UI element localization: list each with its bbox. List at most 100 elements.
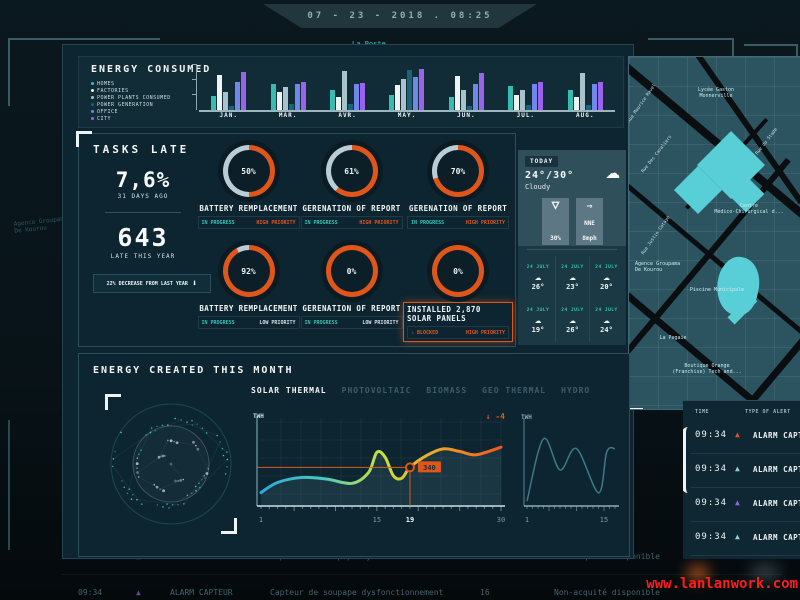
today-condition: Cloudy (525, 183, 551, 191)
bar-category-label: AVR. (338, 112, 357, 119)
weather-cloud-icon: ☁ (569, 269, 576, 283)
alert-time: 09:34 (695, 498, 728, 508)
bar-chart-bars (199, 62, 615, 112)
bar (591, 84, 597, 110)
tab-solar-thermal[interactable]: SOLAR THERMAL (251, 386, 327, 395)
task-card[interactable]: 92% BATTERY REMPLACEMENT IN PROGRESS LOW… (197, 238, 300, 342)
legend-item[interactable]: POWER PLANTS CONSUMED (91, 94, 171, 101)
watermark: www.lanlanwork.com (646, 576, 798, 592)
legend-item[interactable]: POWER GENERATION (91, 101, 171, 108)
bar-chart-y-axis (191, 64, 197, 110)
bg-left-map-label: Agence Groupama De Kourou (13, 215, 69, 235)
legend-item[interactable]: HOMES (91, 80, 171, 87)
legend-item[interactable]: OFFICE (91, 108, 171, 115)
tab-hydro[interactable]: HYDRO (561, 386, 591, 395)
task-card[interactable]: 70% GERENATION OF REPORT IN PROGRESS HIG… (403, 138, 513, 238)
corner-accent (76, 131, 92, 147)
alert-type: ALARM CAPTEUR (753, 431, 800, 440)
bar (401, 79, 407, 110)
forecast-date: 24 JULY (526, 307, 550, 313)
task-status: IN PROGRESS (411, 219, 445, 226)
task-status-bar: IN PROGRESS LOW PRIORITY (197, 316, 300, 329)
map-road (709, 217, 800, 409)
bar (573, 97, 579, 110)
alert-triangle-icon: ▲ (735, 430, 740, 439)
bar (389, 95, 395, 110)
alert-row[interactable]: 09:34 ▲ ALARM CAPTEUR (691, 487, 800, 522)
task-info: BATTERY REMPLACEMENT IN PROGRESS HIGH PR… (197, 204, 300, 229)
task-card[interactable]: 0% GERENATION OF REPORT IN PROGRESS LOW … (300, 238, 403, 342)
bar (538, 82, 544, 110)
bar-group (437, 62, 496, 110)
energy-consumed-legend: HOMES FACTORIES POWER PLANTS CONSUMED PO… (91, 80, 171, 122)
forecast-grid: 24 JULY ☁ 26° 24 JULY ☁ 23° 24 JULY ☁ 20… (521, 256, 623, 342)
task-priority: HIGH PRIORITY (256, 219, 296, 226)
task-priority: HIGH PRIORITY (465, 329, 505, 336)
weather-cloud-icon: ☁ (603, 312, 610, 326)
svg-text:340: 340 (423, 464, 436, 472)
bar (448, 97, 454, 110)
bar-category-label: MAR. (278, 112, 298, 119)
map-panel[interactable]: Lycée Gaston Monnerville Centre Médico-C… (628, 56, 800, 410)
secondary-chart[interactable]: TWH 1 15 (515, 410, 621, 532)
gauge-percent: 0% (330, 250, 373, 292)
forecast-date: 24 JULY (595, 264, 618, 270)
wind-speed: 8mph (582, 235, 597, 242)
bar (235, 82, 241, 110)
svg-text:↓ -4: ↓ -4 (486, 412, 505, 421)
date-header: 07 - 23 - 2018 . 08:25 (263, 4, 537, 28)
wind-box: ⇒ NNE 8mph (576, 198, 603, 245)
bar (241, 72, 247, 110)
task-card[interactable]: 61% GERENATION OF REPORT IN PROGRESS HIG… (300, 138, 403, 238)
late-percent-sub: 31 DAYS AGO (117, 193, 169, 200)
map-label-agence: Agence Groupama De Kourou (635, 261, 681, 273)
legend-label: POWER GENERATION (97, 101, 154, 108)
task-status-bar: ⚠ BLOCKED HIGH PRIORITY (407, 326, 509, 339)
alert-row[interactable]: 09:34 ▲ ALARM CAPTEUR (691, 419, 800, 454)
bar (579, 73, 585, 110)
map-label-pagaie: La Pagaie (659, 335, 687, 341)
map-street-cavaliers: Rue Des Cavaliers (641, 134, 674, 175)
solar-thermal-chart[interactable]: 340 TWH ↓ -4 1 15 19 30 (247, 410, 509, 532)
today-temperature: 24°/30° (525, 170, 575, 181)
task-title: BATTERY REMPLACEMENT (199, 204, 298, 213)
bar (282, 87, 288, 110)
energy-consumed-panel: ENERGY CONSUMED HOMES FACTORIES POWER PL… (78, 56, 624, 128)
alert-type: ALARM CAPTEUR (753, 465, 800, 474)
bar (336, 97, 342, 110)
tasks-late-stats: 7,6% 31 DAYS AGO 643 LATE THIS YEAR (89, 168, 197, 260)
task-title: GERENATION OF REPORT (302, 204, 401, 213)
tab-biomass[interactable]: BIOMASS (426, 386, 468, 395)
task-card[interactable]: 50% BATTERY REMPLACEMENT IN PROGRESS HIG… (197, 138, 300, 238)
map-label-boutique: Boutique Orange (Franchise) Tech and... (672, 363, 742, 375)
energy-consumed-chart: JAN. MAR. AVR. MAY. JUN. JUL. AUG. (191, 62, 615, 122)
alert-row[interactable]: 09:34 ▲ ALARM CAPTEUR (691, 521, 800, 556)
legend-item[interactable]: FACTORIES (91, 87, 171, 94)
forecast-cell: 24 JULY ☁ 19° (521, 299, 555, 342)
bar-group (318, 62, 377, 110)
weather-cloud-icon: ☁ (603, 269, 610, 283)
alert-triangle-icon: ▲ (735, 464, 740, 473)
bar (508, 86, 514, 110)
bar-category-label: AUG. (576, 112, 595, 119)
bar (211, 96, 217, 110)
gauge-ring: 61% (325, 145, 378, 197)
humidity-box: 🜄 30% (542, 198, 569, 245)
legend-dot (91, 103, 94, 106)
alert-row[interactable]: 09:34 ▲ ALARM CAPTEUR (691, 453, 800, 488)
corner-accent (105, 394, 121, 410)
alerts-col-time: TIME (695, 409, 710, 415)
svg-text:TWH: TWH (521, 414, 532, 421)
energy-created-panel: ENERGY CREATED THIS MONTH SOLAR THERMAL P… (78, 353, 630, 557)
task-card[interactable]: 0% INSTALLED 2,870 SOLAR PANELS ⚠ BLOCKE… (403, 238, 513, 342)
tasks-late-title: TASKS LATE (93, 143, 190, 156)
tab-photovoltaic[interactable]: PHOTOVOLTAIC (341, 386, 412, 395)
arrow-down-icon: ⬇ (191, 278, 198, 289)
forecast-temp: 26° (531, 282, 545, 291)
legend-label: OFFICE (97, 108, 119, 115)
tab-geo-thermal[interactable]: GEO THERMAL (482, 386, 547, 395)
alert-time: 09:34 (695, 532, 728, 542)
legend-item[interactable]: CITY (91, 115, 171, 122)
